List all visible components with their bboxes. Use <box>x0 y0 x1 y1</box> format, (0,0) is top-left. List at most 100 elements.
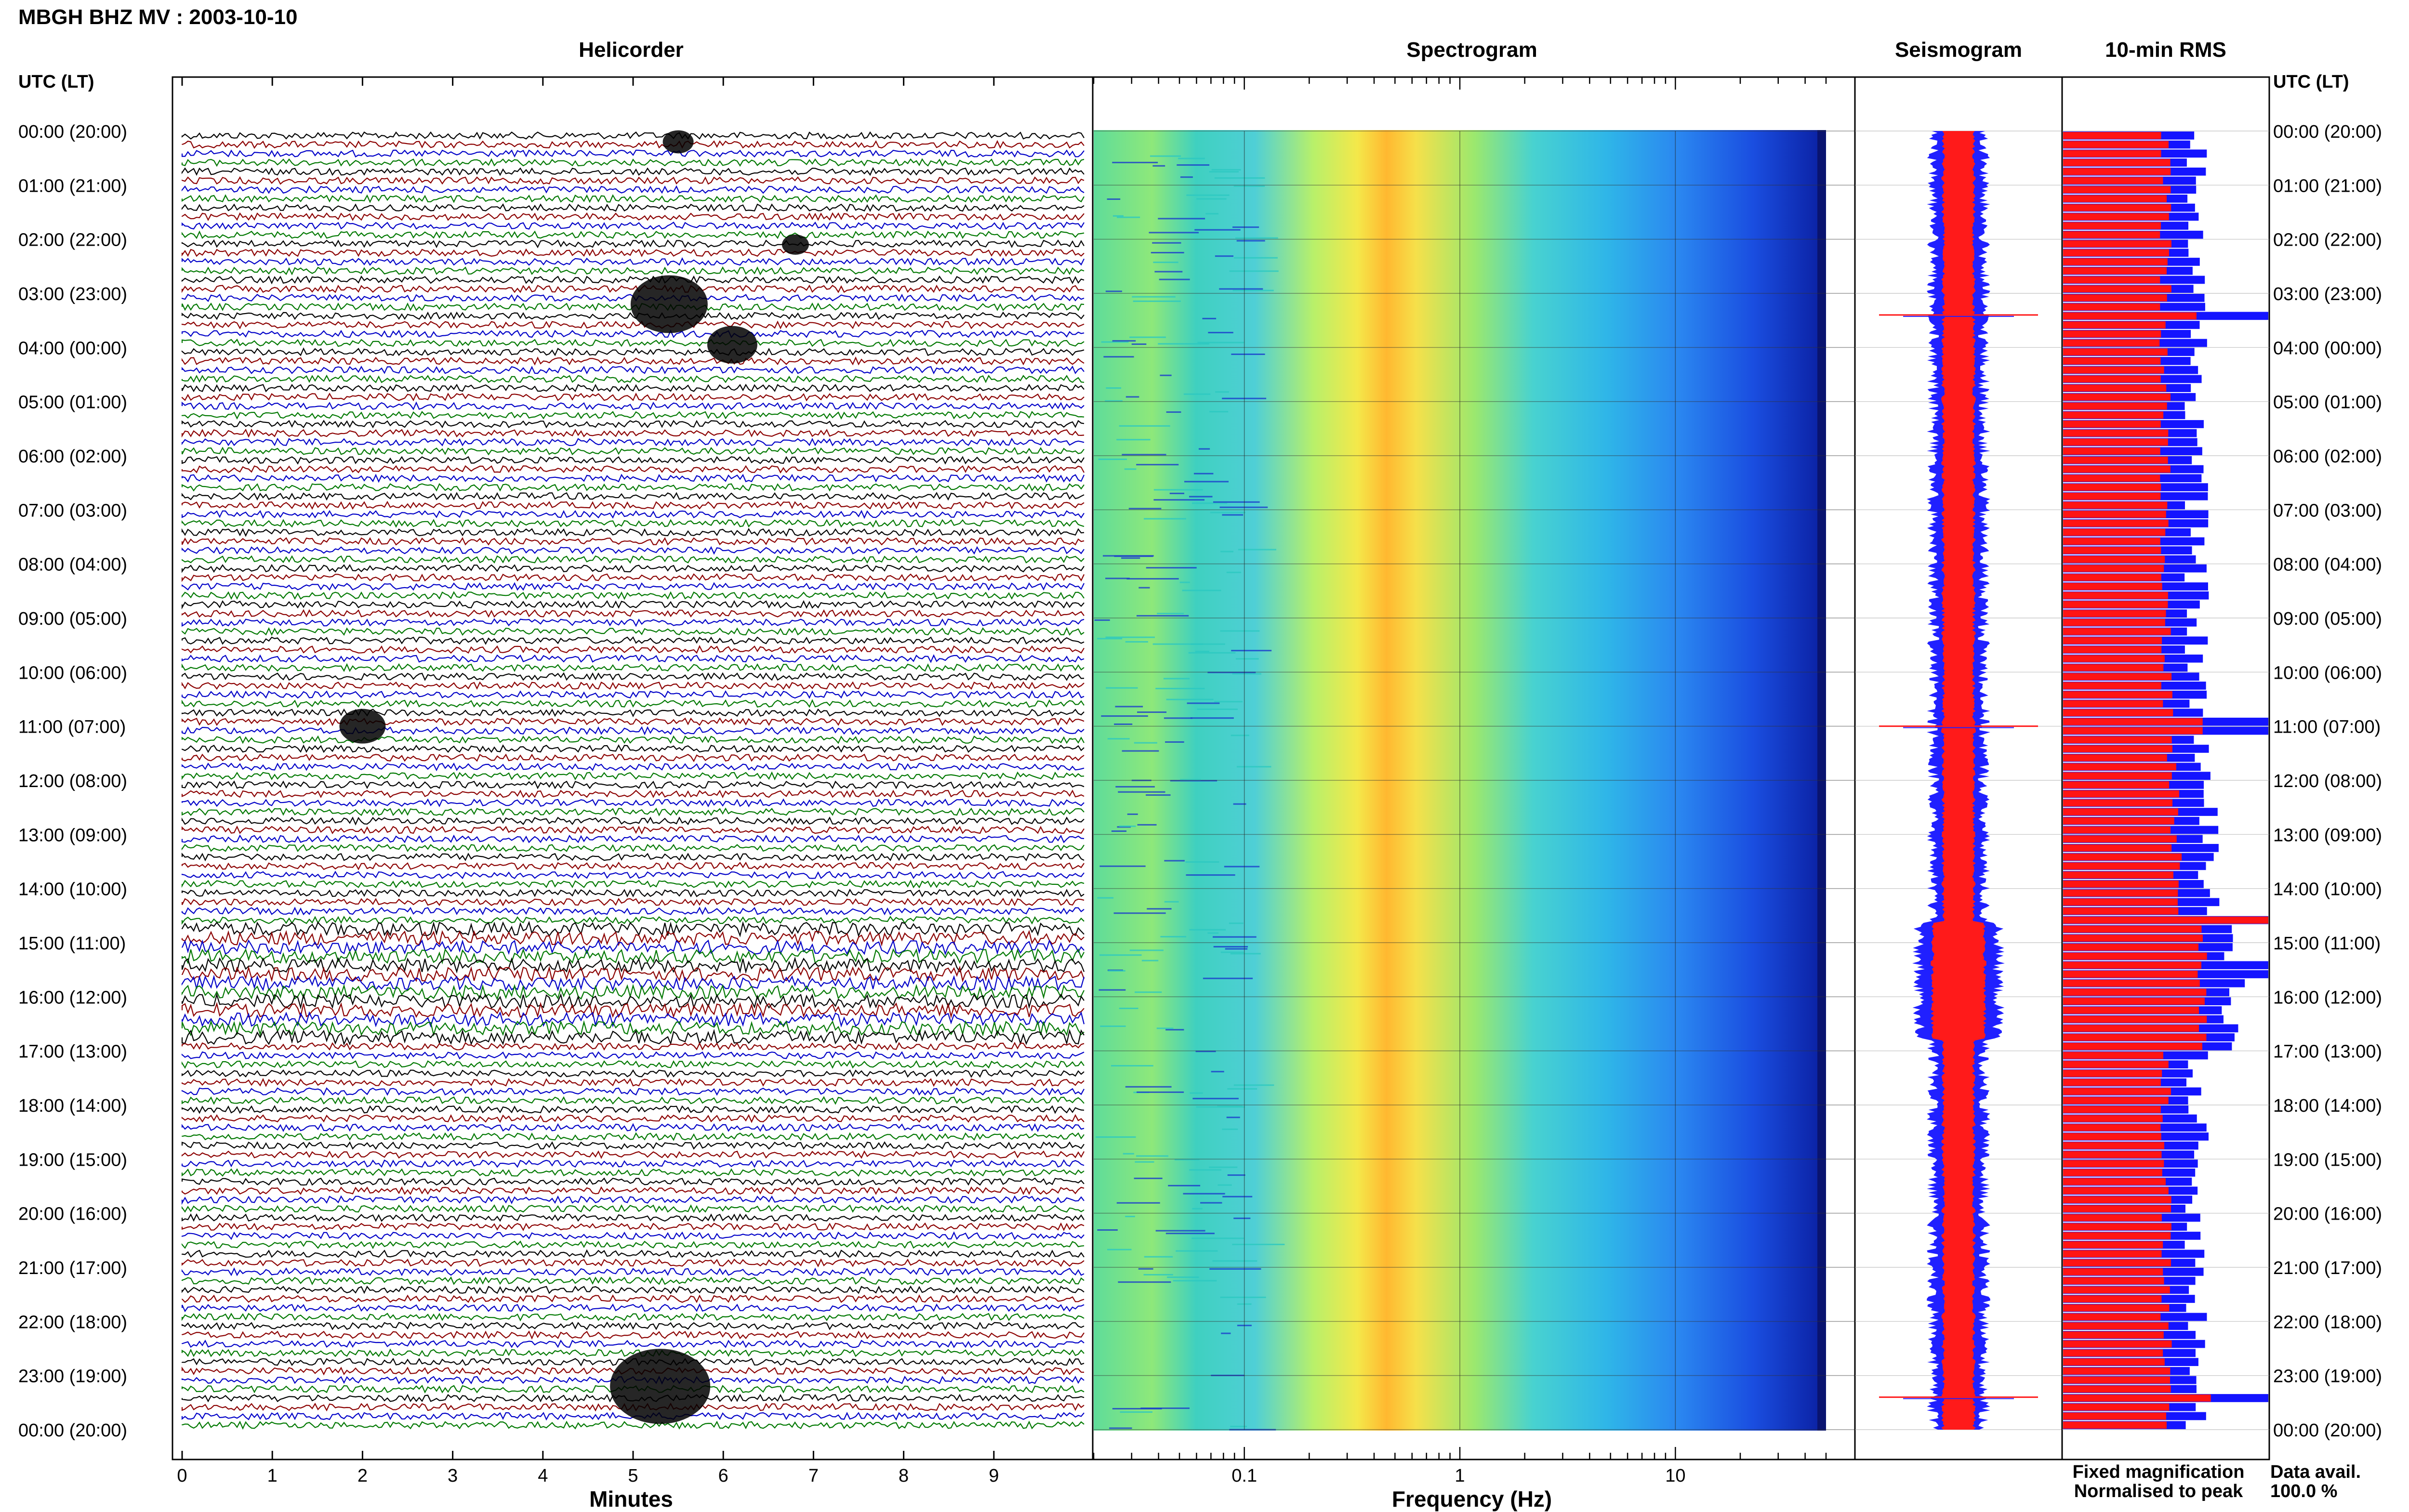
helicorder-trace <box>181 600 1085 610</box>
spectrogram-stripe <box>1174 1159 1200 1161</box>
rms-bar-normalised <box>2063 195 2167 202</box>
spectrogram-stripe <box>1211 169 1241 171</box>
time-label-right: 04:00 (00:00) <box>2273 338 2382 358</box>
helicorder-trace <box>181 717 1085 726</box>
spectrogram-stripe <box>1153 499 1204 501</box>
spectrogram-stripe <box>1222 1128 1238 1130</box>
rms-bar-normalised <box>2063 772 2172 779</box>
spectrogram-stripe <box>1119 1007 1138 1009</box>
spectrogram-panel: 0.1 1 10 Frequency (Hz) <box>1092 76 1856 1512</box>
spectrogram-stripe <box>1166 411 1181 413</box>
seismogram-title: Seismogram <box>1895 38 2022 62</box>
spectrogram-stripe <box>1226 1117 1240 1118</box>
spectrogram-stripe <box>1097 638 1123 640</box>
helicorder-trace <box>181 957 1085 974</box>
spectrogram-stripe <box>1215 391 1229 393</box>
rms-bar-normalised <box>2063 1349 2163 1357</box>
spectrogram-stripe <box>1141 960 1159 961</box>
rms-bar-normalised <box>2063 1403 2170 1411</box>
spectrogram-stripe <box>1229 270 1279 272</box>
helicorder-trace <box>181 984 1085 1001</box>
rms-bar-normalised <box>2063 1142 2164 1149</box>
spectrogram-tick-label: 1 <box>1455 1466 1465 1486</box>
rms-bar-normalised <box>2063 1178 2166 1185</box>
spectrogram-stripe <box>1220 1296 1266 1298</box>
rms-bar-normalised <box>2063 1394 2211 1402</box>
helicorder-trace <box>181 465 1085 474</box>
rms-bar-normalised <box>2063 628 2171 635</box>
helicorder-events <box>339 130 809 1424</box>
helicorder-trace <box>181 222 1085 230</box>
spectrogram-stripe <box>1231 353 1265 355</box>
helicorder-trace <box>181 681 1085 690</box>
helicorder-trace <box>181 1330 1085 1340</box>
helicorder-panel: 0 1 2 3 4 5 6 7 8 9 Minutes <box>172 76 1094 1512</box>
spectrogram-stripe <box>1099 865 1146 867</box>
spectrogram-stripe <box>1143 518 1186 520</box>
helicorder-trace <box>181 1051 1085 1060</box>
spectrogram-stripe <box>1116 439 1151 441</box>
rms-bar-normalised <box>2063 447 2160 455</box>
spectrogram-stripe <box>1120 1411 1153 1413</box>
rms-bar-normalised <box>2063 646 2162 653</box>
spectrogram-stripe <box>1164 717 1192 719</box>
helicorder-trace <box>181 1339 1085 1349</box>
helicorder-trace <box>181 374 1085 383</box>
time-label-left: 13:00 (09:00) <box>18 825 127 845</box>
spectrogram-stripe <box>1232 226 1259 228</box>
helicorder-tick-label: 4 <box>538 1466 548 1486</box>
helicorder-trace <box>181 420 1085 429</box>
helicorder-trace <box>181 907 1085 916</box>
spectrogram-stripe <box>1207 932 1219 934</box>
helicorder-trace <box>181 1267 1085 1276</box>
helicorder-trace <box>181 203 1085 212</box>
rms-bar-normalised <box>2063 204 2171 211</box>
spectrogram-stripe <box>1187 702 1220 704</box>
rms-bar-normalised <box>2063 547 2161 554</box>
helicorder-trace <box>181 897 1085 907</box>
spectrogram-stripe <box>1122 454 1166 456</box>
spectrogram-stripe <box>1195 1051 1216 1052</box>
time-label-right: 16:00 (12:00) <box>2273 987 2382 1008</box>
helicorder-trace <box>181 401 1085 410</box>
rms-bar-normalised <box>2063 682 2161 689</box>
rms-grid <box>2062 131 2269 1430</box>
rms-bar-normalised <box>2063 168 2171 175</box>
spectrogram-stripe <box>1235 237 1278 239</box>
rms-bar-normalised <box>2063 186 2171 194</box>
helicorder-trace <box>181 356 1085 366</box>
rms-bar-normalised <box>2063 880 2179 888</box>
spectrogram-stripe <box>1209 1166 1238 1168</box>
spectrogram-stripe <box>1160 936 1187 938</box>
rms-bar-normalised <box>2063 1061 2169 1068</box>
helicorder-trace <box>181 510 1085 519</box>
time-label-right: 12:00 (08:00) <box>2273 771 2382 791</box>
rms-bar-normalised <box>2063 565 2164 572</box>
spectrogram-stripe <box>1149 232 1199 234</box>
rms-bar-normalised <box>2063 1241 2163 1249</box>
spectrogram-stripe <box>1112 215 1124 217</box>
helicorder-trace <box>181 266 1085 276</box>
spectrogram-stripe <box>1156 1027 1174 1029</box>
helicorder-trace <box>181 167 1085 176</box>
helicorder-trace <box>181 257 1085 266</box>
time-label-left: 08:00 (04:00) <box>18 555 127 575</box>
spectrogram-stripe <box>1231 650 1272 652</box>
rms-bar-normalised <box>2063 465 2171 473</box>
spectrogram-stripe <box>1150 155 1181 157</box>
time-label-left: 23:00 (19:00) <box>18 1367 127 1387</box>
time-label-left: 04:00 (00:00) <box>18 338 127 358</box>
spectrogram-stripe <box>1125 1086 1172 1088</box>
spectrogram-stripe <box>1105 578 1130 579</box>
time-label-right: 11:00 (07:00) <box>2273 717 2381 737</box>
rms-bar-normalised <box>2063 411 2164 419</box>
spectrogram-stripe <box>1209 411 1229 413</box>
spectrogram-stripe <box>1219 288 1263 290</box>
rms-bar-normalised <box>2063 1421 2167 1429</box>
spectrogram-stripe <box>1220 551 1233 552</box>
rms-bar-normalised <box>2063 267 2167 275</box>
legend-normalised-to-peak: Normalised to peak <box>2074 1481 2243 1501</box>
spectrogram-stripe <box>1195 650 1209 652</box>
helicorder-tick-label: 2 <box>357 1466 368 1486</box>
spectrogram-stripe <box>1178 158 1205 159</box>
